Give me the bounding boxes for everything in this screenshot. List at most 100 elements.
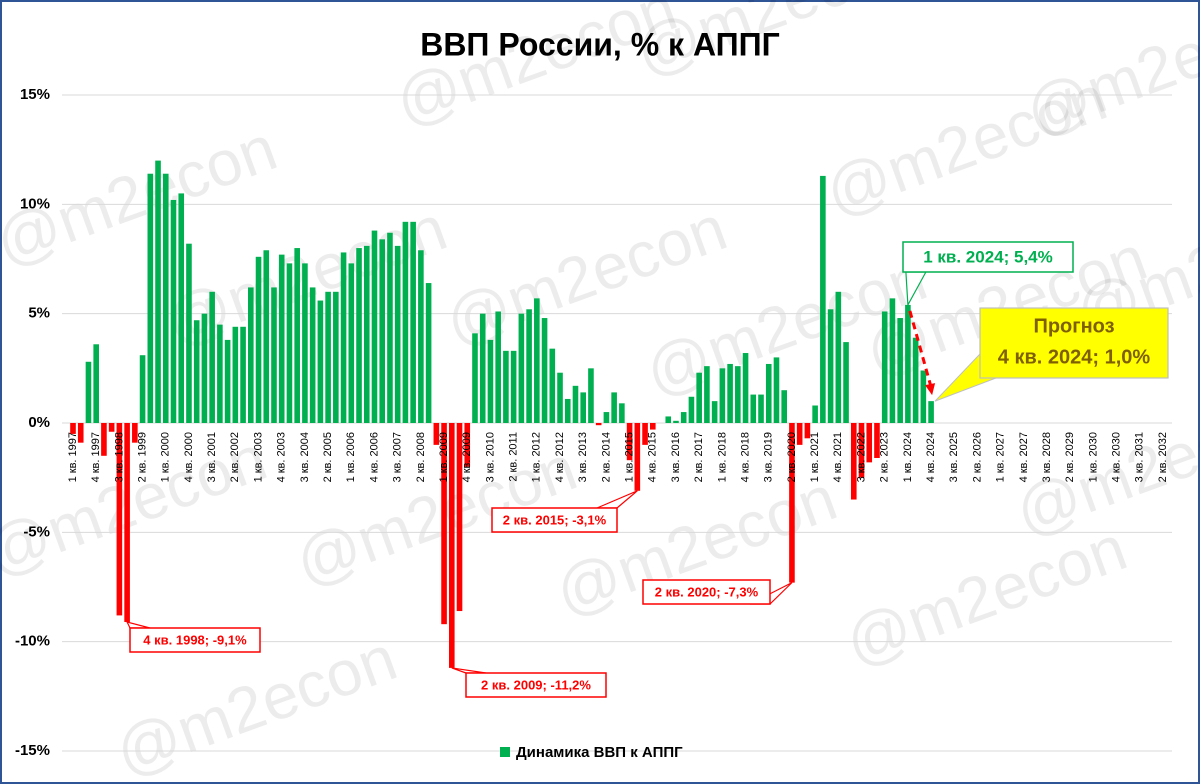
y-tick-label: -15% xyxy=(15,742,50,759)
x-tick-label: 4 кв. 1997 xyxy=(90,432,102,482)
bar xyxy=(534,298,540,423)
bar xyxy=(425,283,432,423)
bar xyxy=(704,366,710,423)
bar xyxy=(124,423,130,622)
bar xyxy=(178,193,185,423)
x-tick-label: 3 кв. 2031 xyxy=(1134,432,1146,482)
x-tick-label: 3 кв. 2001 xyxy=(206,432,218,482)
callout-box xyxy=(642,579,771,605)
bar xyxy=(240,326,246,423)
x-tick-label: 3 кв. 2013 xyxy=(577,432,589,482)
bar xyxy=(727,363,733,423)
bar xyxy=(101,423,107,456)
bar xyxy=(464,423,471,467)
bar xyxy=(580,392,587,423)
bar xyxy=(912,337,919,423)
bar xyxy=(93,344,99,423)
bar xyxy=(162,173,169,423)
bar xyxy=(510,350,517,423)
x-tick-label: 4 кв. 2030 xyxy=(1111,432,1123,482)
bar xyxy=(201,313,208,423)
x-tick-label: 2 кв. 2023 xyxy=(879,432,891,482)
bar xyxy=(711,401,718,423)
x-tick-label: 3 кв. 2010 xyxy=(484,432,496,482)
x-tick-label: 4 кв. 2027 xyxy=(1018,432,1030,482)
x-tick-label: 1 кв. 2018 xyxy=(716,432,728,482)
x-tick-label: 4 кв. 2000 xyxy=(183,432,195,482)
bar xyxy=(278,254,285,423)
x-tick-label: 3 кв. 2019 xyxy=(763,432,775,482)
annotation: 2 кв. 2009; -11,2% xyxy=(481,677,591,692)
bar xyxy=(541,318,548,423)
bar xyxy=(170,199,177,423)
bar xyxy=(441,423,447,625)
y-tick-label: 10% xyxy=(20,195,50,212)
x-tick-label: 1 кв. 2000 xyxy=(160,432,172,482)
y-tick-label: 5% xyxy=(28,305,50,322)
x-tick-label: 2 кв. 2008 xyxy=(415,432,427,482)
bar xyxy=(209,291,215,423)
x-tick-label: 3 кв. 2025 xyxy=(948,432,960,482)
bar xyxy=(186,243,192,423)
bar xyxy=(394,245,401,423)
x-tick-label: 2 кв. 2026 xyxy=(971,432,983,482)
bar xyxy=(804,423,811,439)
annotation: 2 кв. 2020; -7,3% xyxy=(655,584,759,599)
x-tick-label: 4 кв. 2024 xyxy=(925,432,937,482)
bar xyxy=(518,313,525,423)
x-tick-label: 3 кв. 1998 xyxy=(113,432,125,482)
bar xyxy=(448,423,455,668)
bar xyxy=(248,287,254,423)
bar xyxy=(572,385,579,423)
bar xyxy=(564,398,571,423)
bar xyxy=(487,339,494,423)
forecast-arrow xyxy=(908,310,933,388)
x-tick-label: 1 кв. 1997 xyxy=(67,432,79,482)
bar xyxy=(928,401,934,423)
bar xyxy=(735,366,741,423)
bar xyxy=(526,309,532,423)
bar xyxy=(108,423,115,432)
bar xyxy=(889,298,896,423)
bar xyxy=(897,318,903,423)
bar xyxy=(217,324,223,423)
bar xyxy=(773,357,780,423)
x-tick-label: 2 кв. 2032 xyxy=(1157,432,1169,482)
bar xyxy=(456,423,463,612)
x-tick-label: 3 кв. 2004 xyxy=(299,432,311,482)
bar xyxy=(796,423,803,445)
bar xyxy=(557,372,563,423)
x-tick-label: 1 кв. 2015 xyxy=(624,432,636,482)
bar xyxy=(742,353,749,423)
bar xyxy=(402,221,409,423)
bar xyxy=(789,423,795,583)
bar xyxy=(866,423,873,463)
bar xyxy=(232,326,239,423)
callout-box xyxy=(491,507,618,533)
bar xyxy=(479,313,486,423)
bar xyxy=(317,300,324,423)
bar xyxy=(850,423,857,500)
bar xyxy=(626,423,633,461)
bar xyxy=(634,423,641,491)
bar xyxy=(333,291,339,423)
bar xyxy=(680,412,687,423)
y-tick-label: -10% xyxy=(15,633,50,650)
bar xyxy=(688,396,695,423)
bar xyxy=(611,392,617,423)
forecast-arrowhead xyxy=(925,383,936,396)
x-tick-label: 4 кв. 2009 xyxy=(461,432,473,482)
bar xyxy=(325,291,331,423)
bar xyxy=(881,311,888,423)
bar xyxy=(70,423,76,434)
x-tick-label: 2 кв. 2017 xyxy=(693,432,705,482)
bar xyxy=(603,412,610,423)
x-tick-label: 3 кв. 2028 xyxy=(1041,432,1053,482)
annotation: 1 кв. 2024; 5,4% xyxy=(923,247,1053,266)
bar xyxy=(85,361,92,423)
x-tick-label: 2 кв. 2011 xyxy=(508,432,520,482)
x-tick-label: 2 кв. 2002 xyxy=(229,432,241,482)
bar xyxy=(132,423,138,443)
x-tick-label: 1 кв. 2003 xyxy=(252,432,264,482)
